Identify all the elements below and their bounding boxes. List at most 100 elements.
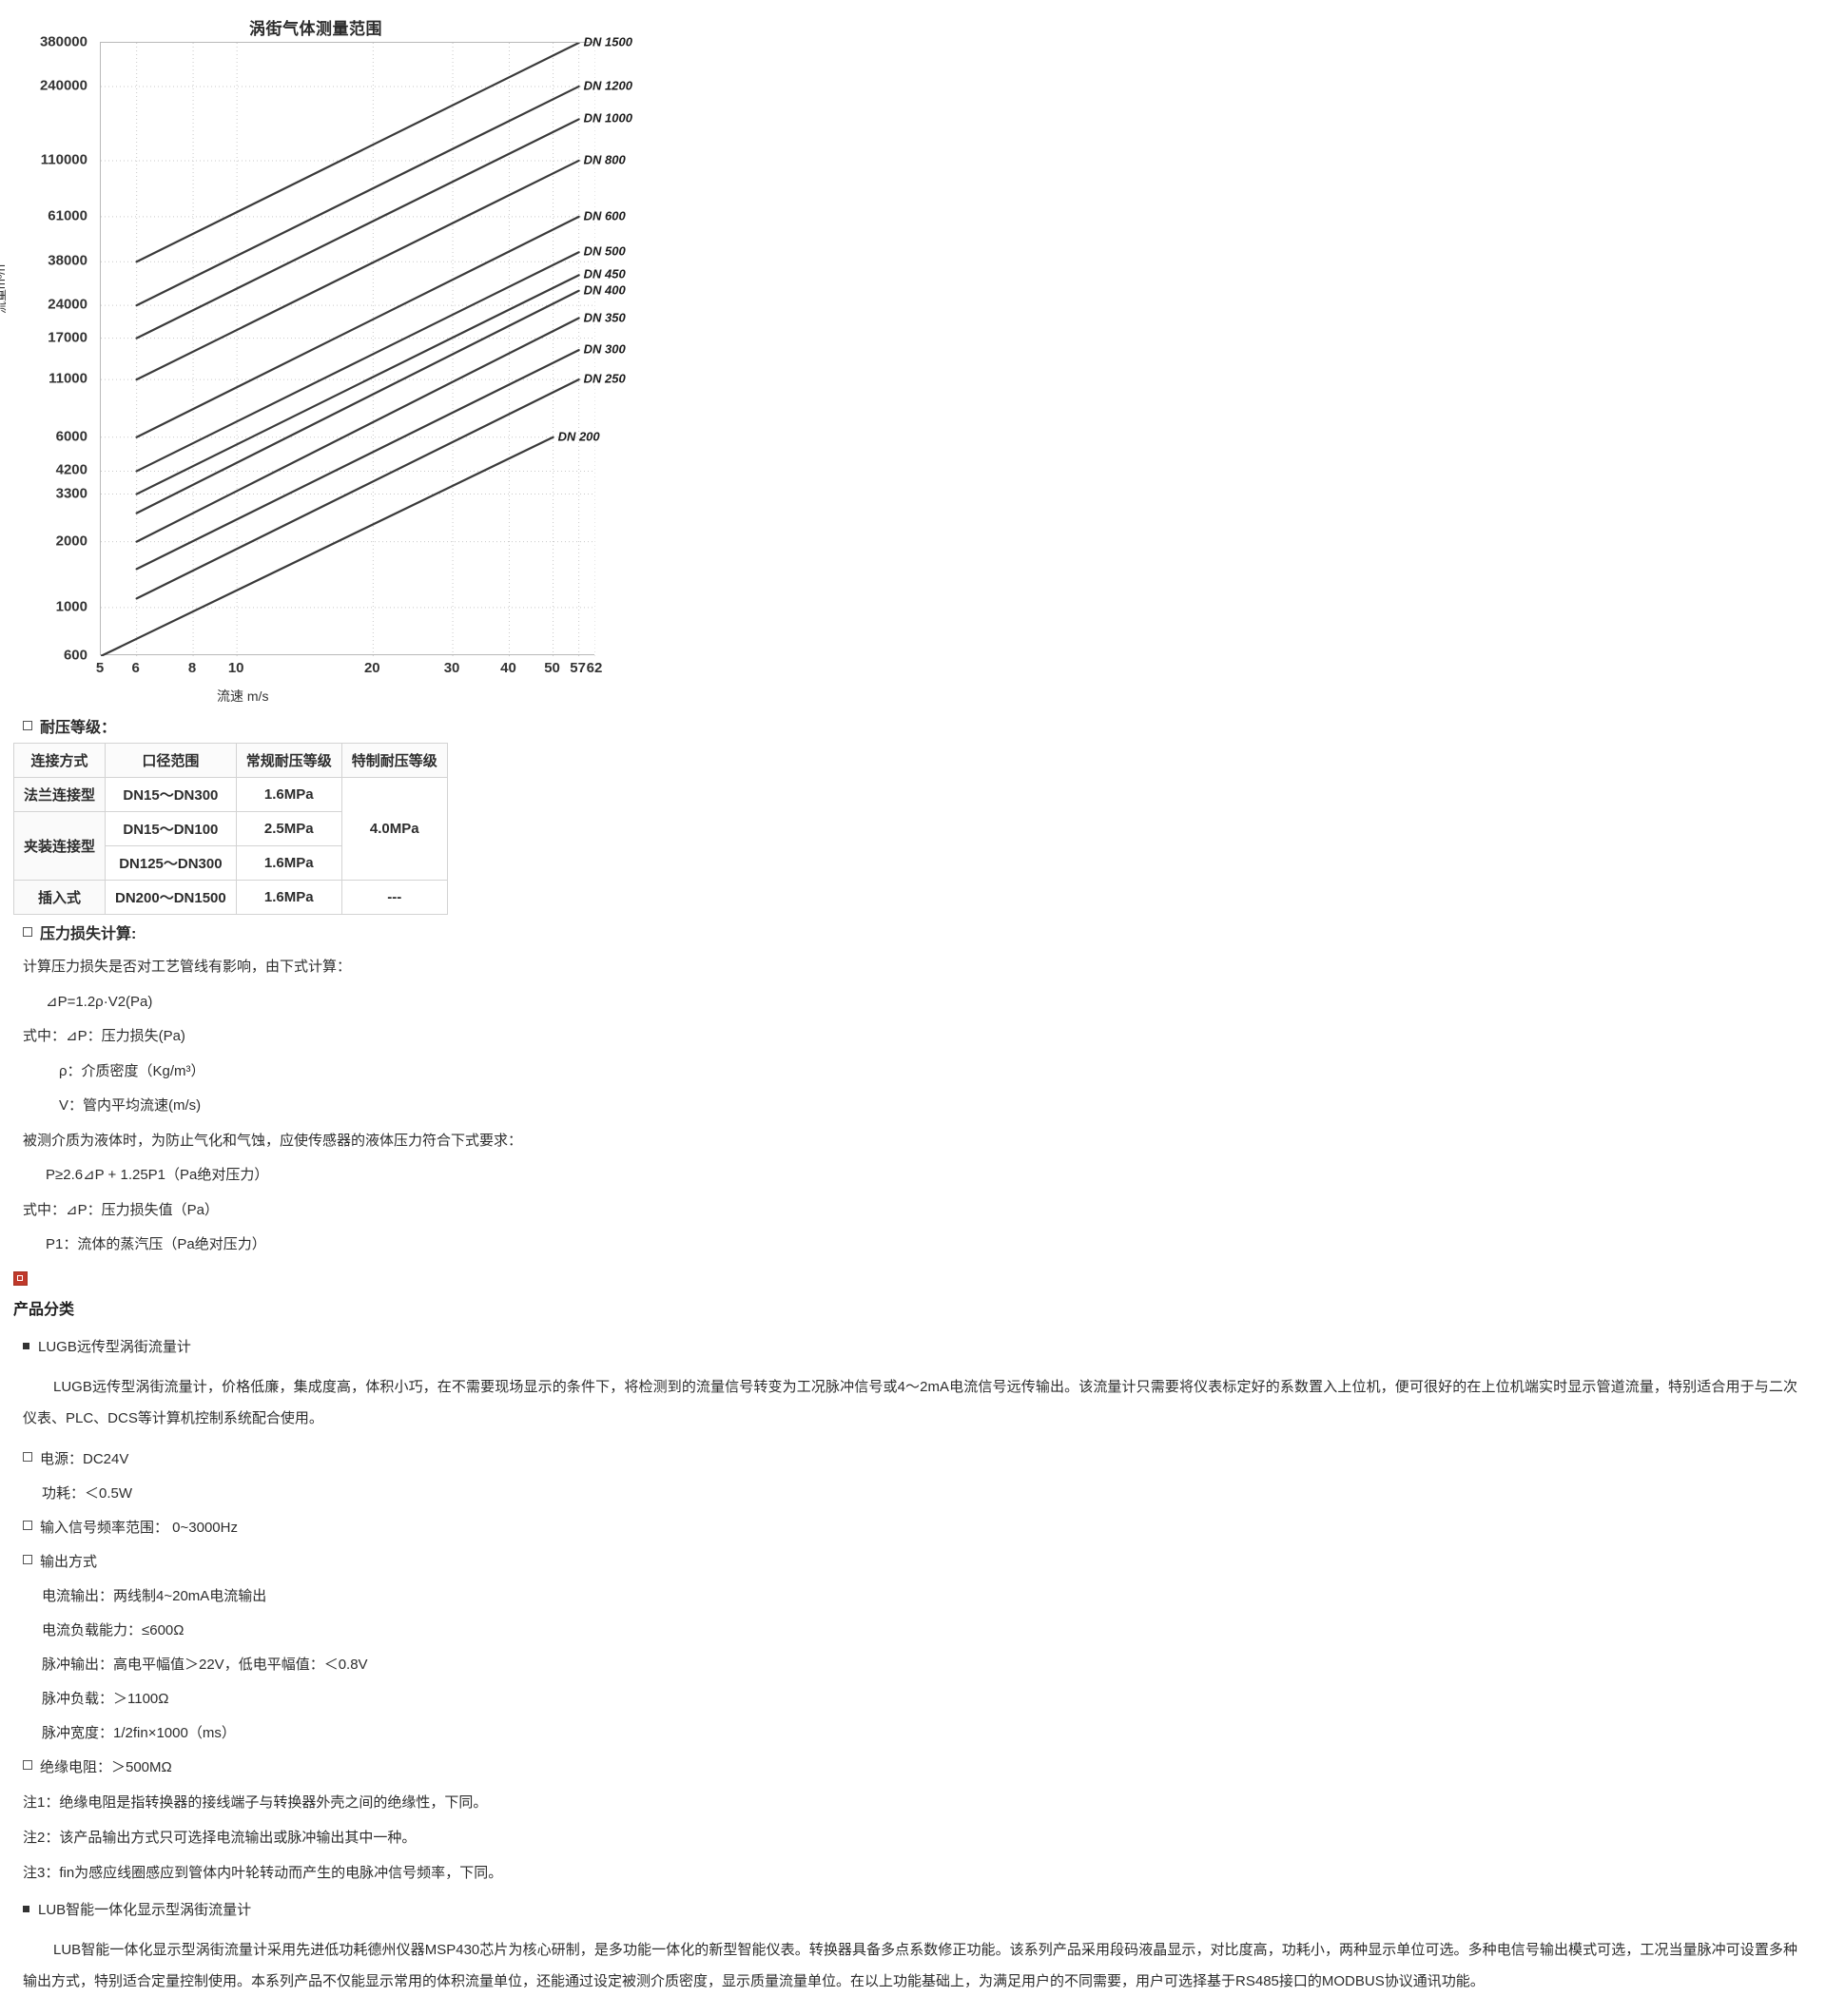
series-label: DN 250 (583, 371, 626, 386)
cell-normal: 2.5MPa (235, 811, 342, 846)
table-header-row: 连接方式 口径范围 常规耐压等级 特制耐压等级 (12, 743, 448, 778)
product-description-lub: LUB智能一体化显示型涡街流量计采用先进低功耗德州仪器MSP430芯片为核心研制… (23, 1941, 1797, 1989)
pressure-loss-where-2: 式中：⊿P：压力损失值（Pa） (23, 1201, 219, 1218)
pressure-loss-liquid-note: 被测介质为液体时，为防止气化和气蚀，应使传感器的液体压力符合下式要求： (23, 1132, 523, 1149)
pressure-loss-velocity: V：管内平均流速(m/s) (59, 1097, 202, 1114)
bullet-filled-square-icon (23, 1342, 29, 1349)
table-row: 插入式 DN200～DN1500 1.6MPa --- (12, 880, 448, 915)
chart-x-axis-title: 流速 m/s (217, 688, 269, 704)
bullet-square-icon (23, 927, 32, 937)
series-label: DN 200 (557, 429, 600, 444)
y-tick-label: 38000 (48, 252, 87, 269)
spec-power: 电源：DC24V (23, 1448, 1826, 1468)
bullet-square-icon (23, 1554, 32, 1564)
bullet-square-icon (23, 1759, 32, 1770)
bullet-square-icon (23, 721, 32, 730)
spec-pulse-output: 脉冲输出：高电平幅值＞22V，低电平幅值：＜0.8V (42, 1656, 368, 1673)
note-1: 注1：绝缘电阻是指转换器的接线端子与转换器外壳之间的绝缘性，下同。 (23, 1793, 488, 1811)
series-label: DN 800 (583, 152, 626, 167)
series-label: DN 600 (583, 208, 626, 223)
table-row: DN125～DN300 1.6MPa (14, 845, 448, 881)
series-label: DN 400 (583, 282, 626, 298)
pressure-loss-formula-2: P≥2.6⊿P + 1.25P1（Pa绝对压力） (46, 1167, 269, 1183)
series-label: DN 500 (583, 243, 626, 259)
chart-x-axis-labels: 5 6 8 10 20 30 40 50 57 62 (0, 660, 666, 688)
gas-measurement-range-chart: 涡街气体测量范围 380000 240000 110000 61000 38000 240… (0, 0, 1826, 708)
cell-connection: 插入式 (12, 880, 107, 915)
series-label: DN 300 (583, 341, 626, 357)
spec-consumption: 功耗：＜0.5W (42, 1484, 133, 1502)
pressure-loss-p1: P1：流体的蒸汽压（Pa绝对压力） (46, 1236, 266, 1252)
bullet-filled-square-icon (23, 1905, 29, 1912)
x-tick-label: 20 (363, 660, 380, 676)
y-tick-label: 380000 (39, 33, 87, 50)
product-item-title-lub: LUB智能一体化显示型涡街流量计 (23, 1899, 1826, 1919)
col-special: 特制耐压等级 (340, 743, 448, 778)
y-tick-label: 2000 (55, 533, 87, 550)
series-label: DN 1200 (583, 78, 632, 93)
series-label: DN 450 (583, 266, 626, 281)
y-tick-label: 600 (63, 647, 87, 664)
cell-range: DN125～DN300 (105, 845, 237, 881)
x-tick-label: 10 (227, 660, 244, 676)
note-3: 注3：fin为感应线圈感应到管体内叶轮转动而产生的电脉冲信号频率，下同。 (23, 1864, 503, 1881)
pressure-loss-where-1: 式中：⊿P：压力损失(Pa) (23, 1028, 185, 1044)
series-label: DN 1000 (583, 110, 632, 126)
bullet-square-icon (23, 1520, 32, 1530)
cell-range: DN15～DN100 (105, 811, 237, 846)
product-description-lugb: LUGB远传型涡街流量计，价格低廉，集成度高，体积小巧，在不需要现场显示的条件下… (23, 1378, 1797, 1426)
x-tick-label: 62 (586, 660, 603, 676)
spec-pulse-load: 脉冲负载：＞1100Ω (42, 1690, 169, 1707)
cell-range: DN200～DN1500 (105, 880, 237, 915)
col-normal: 常规耐压等级 (235, 743, 342, 778)
chart-plot-area (100, 42, 595, 656)
spec-current-output: 电流输出：两线制4~20mA电流输出 (42, 1587, 267, 1604)
spec-pulse-width: 脉冲宽度：1/2fin×1000（ms） (42, 1724, 236, 1741)
cell-normal: 1.6MPa (235, 845, 342, 881)
series-label: DN 1500 (583, 34, 632, 49)
cell-special: 4.0MPa (340, 777, 448, 881)
y-tick-label: 110000 (40, 151, 87, 168)
cell-connection: 法兰连接型 (12, 777, 107, 812)
cell-normal: 1.6MPa (235, 777, 342, 812)
y-tick-label: 61000 (48, 207, 87, 224)
pressure-rating-heading: 耐压等级： (23, 714, 1826, 737)
spec-current-load: 电流负载能力：≤600Ω (42, 1621, 185, 1638)
y-tick-label: 4200 (55, 461, 87, 478)
table-row: 夹装连接型 DN15～DN100 2.5MPa (12, 811, 448, 881)
table-row: 法兰连接型 DN15～DN300 1.6MPa 4.0MPa (12, 777, 448, 881)
broken-image-icon (13, 1270, 28, 1286)
chart-y-axis-labels: 380000 240000 110000 61000 38000 24000 17000 11… (0, 0, 95, 685)
x-tick-label: 57 (570, 660, 586, 676)
x-tick-label: 8 (187, 660, 197, 676)
page-content: 耐压等级： 连接方式 口径范围 常规耐压等级 特制耐压等级 法兰连接型 DN15… (0, 714, 1826, 2016)
chart-y-axis-title: 流量m³/h (0, 263, 8, 314)
y-tick-label: 6000 (55, 428, 87, 445)
y-tick-label: 240000 (39, 77, 87, 94)
series-label: DN 350 (583, 310, 626, 325)
cell-normal: 1.6MPa (235, 880, 342, 915)
x-tick-label: 5 (95, 660, 105, 676)
y-tick-label: 17000 (48, 329, 87, 346)
bullet-square-icon (23, 1451, 32, 1462)
pressure-loss-heading: 压力损失计算: (23, 921, 1826, 943)
x-tick-label: 30 (443, 660, 460, 676)
product-classification-heading: 产品分类 (13, 1301, 75, 1318)
x-tick-label: 50 (544, 660, 560, 676)
col-range: 口径范围 (105, 743, 237, 778)
col-connection: 连接方式 (12, 743, 107, 778)
chart-svg (101, 43, 595, 656)
pressure-loss-formula-1: ⊿P=1.2ρ·V2(Pa) (46, 993, 153, 1010)
y-tick-label: 1000 (55, 598, 87, 615)
cell-connection: 夹装连接型 (12, 811, 107, 881)
product-item-title-lugb: LUGB远传型涡街流量计 (23, 1336, 1826, 1356)
pressure-loss-intro: 计算压力损失是否对工艺管线有影响，由下式计算： (23, 959, 352, 975)
x-tick-label: 6 (131, 660, 140, 676)
pressure-rating-table: 连接方式 口径范围 常规耐压等级 特制耐压等级 法兰连接型 DN15～DN300… (12, 743, 448, 915)
cell-range: DN15～DN300 (105, 777, 237, 812)
y-tick-label: 11000 (49, 370, 87, 387)
note-2: 注2：该产品输出方式只可选择电流输出或脉冲输出其中一种。 (23, 1829, 417, 1846)
cell-special: --- (340, 880, 448, 915)
y-tick-label: 3300 (55, 485, 87, 502)
